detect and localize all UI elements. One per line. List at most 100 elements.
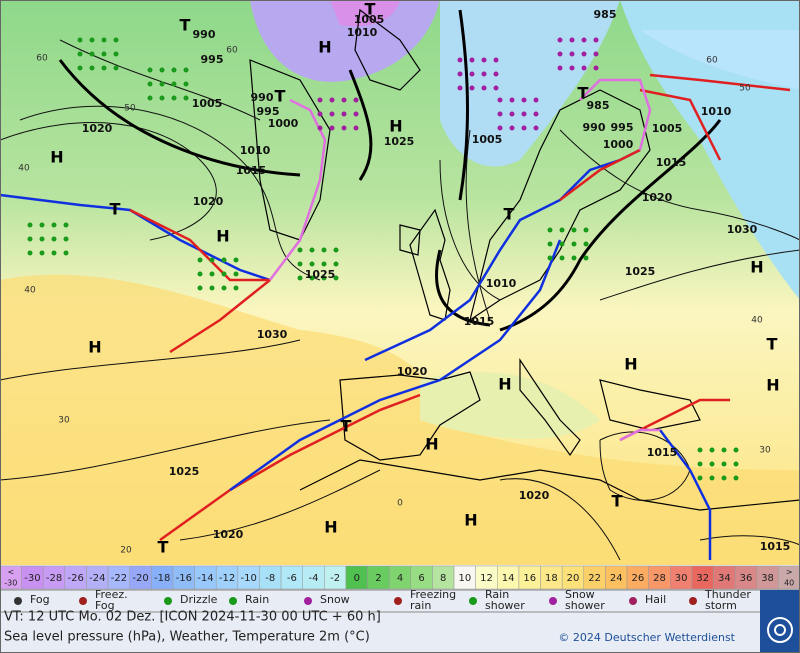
legend-label: Hail [645,593,666,606]
weather-symbol [297,275,303,281]
scale-label: 32 [696,573,709,584]
isobar-label: 1025 [169,465,200,478]
weather-symbol [341,125,347,131]
isobar-label: 1010 [347,26,378,39]
weather-symbol [159,67,165,73]
scale-label: -30 [24,573,40,584]
temperature-label: 30 [759,446,771,456]
weather-symbol [51,250,57,256]
scale-label: 2 [375,573,381,584]
weather-symbol [697,475,703,481]
weather-symbol [481,71,487,77]
scale-label: -4 [309,573,319,584]
scale-label: 6 [418,573,424,584]
legend-label: Thunder [704,588,751,601]
scale-label: -12 [219,573,235,584]
weather-symbol [353,97,359,103]
weather-symbol [509,125,515,131]
weather-symbol [221,257,227,263]
temperature-label: 40 [751,316,763,326]
weather-symbol [51,236,57,242]
legend-icon [79,597,87,605]
weather-symbol [309,247,315,253]
isobar-label: 1010 [486,277,517,290]
isobar-label: 1015 [656,156,687,169]
isobar-label: 995 [201,53,224,66]
isobar-label: 1020 [213,528,244,541]
weather-symbol [559,227,565,233]
isobar-label: 1015 [647,446,678,459]
pressure-center: T [110,200,121,219]
legend-icon [689,597,697,605]
weather-symbol [497,125,503,131]
copyright: © 2024 Deutscher Wetterdienst [558,631,735,644]
weather-symbol [521,125,527,131]
weather-symbol [113,65,119,71]
weather-symbol [329,125,335,131]
weather-symbol [171,95,177,101]
weather-symbol [39,236,45,242]
weather-symbol [39,222,45,228]
weather-symbol [27,222,33,228]
weather-symbol [147,95,153,101]
weather-symbol [557,51,563,57]
weather-symbol [697,461,703,467]
pressure-center: H [389,117,402,136]
pressure-center: T [504,205,515,224]
isobar-label: 995 [257,105,280,118]
weather-symbol [497,111,503,117]
scale-label: 12 [480,573,493,584]
temperature-label: 50 [124,104,136,114]
weather-symbol [583,255,589,261]
scale-label: 26 [631,573,644,584]
isobar-label: 990 [251,91,274,104]
legend-icon [394,597,402,605]
temperature-scale: <-30 -30 -28 -26 -24 -22 -20 -18 -16 -14 -12 -10 -8-… [0,565,800,590]
weather-symbol [333,261,339,267]
temperature-label: 30 [58,416,70,426]
weather-symbol [569,37,575,43]
isobar-label: 1030 [727,223,758,236]
isobar-label: 1020 [193,195,224,208]
weather-symbol [493,71,499,77]
pressure-center: T [275,87,286,106]
legend-label: Fog [95,599,115,612]
scale-label: 4 [397,573,403,584]
pressure-center: H [88,338,101,357]
weather-symbol [593,65,599,71]
pressure-center: H [324,518,337,537]
weather-symbol [89,65,95,71]
dwd-logo [760,590,800,653]
scale-label: 22 [588,573,601,584]
legend-icon [469,597,477,605]
weather-legend: Fog Freez.Fog Drizzle Rain Snow FreezingrainR… [14,588,794,612]
isobars-bold [58,9,722,332]
isobar-label: 1005 [192,97,223,110]
weather-symbol [341,97,347,103]
weather-symbol [709,475,715,481]
weather-symbol [39,250,45,256]
weather-symbol [221,285,227,291]
valid-time: VT: 12 UTC Mo. 02 Dez. [ICON 2024-11-30 … [4,610,381,625]
isobar-label: 1020 [642,191,673,204]
isobar-label: 1025 [625,265,656,278]
pressure-center: T [341,417,352,436]
weather-symbol [509,97,515,103]
pressure-center: H [425,435,438,454]
weather-symbol [533,111,539,117]
weather-symbol [183,67,189,73]
isobar-label: 1010 [701,105,732,118]
weather-symbol [233,271,239,277]
weather-symbol [197,285,203,291]
legend-label: Rain [485,588,509,601]
legend-label: rain [410,599,431,612]
legend-label: storm [705,599,737,612]
weather-symbol [593,37,599,43]
weather-symbol [101,65,107,71]
weather-symbol [113,37,119,43]
scale-label: 10 [458,573,471,584]
weather-symbol [221,271,227,277]
weather-symbol [493,85,499,91]
weather-symbol [171,67,177,73]
legend-label: Fog [30,593,50,606]
